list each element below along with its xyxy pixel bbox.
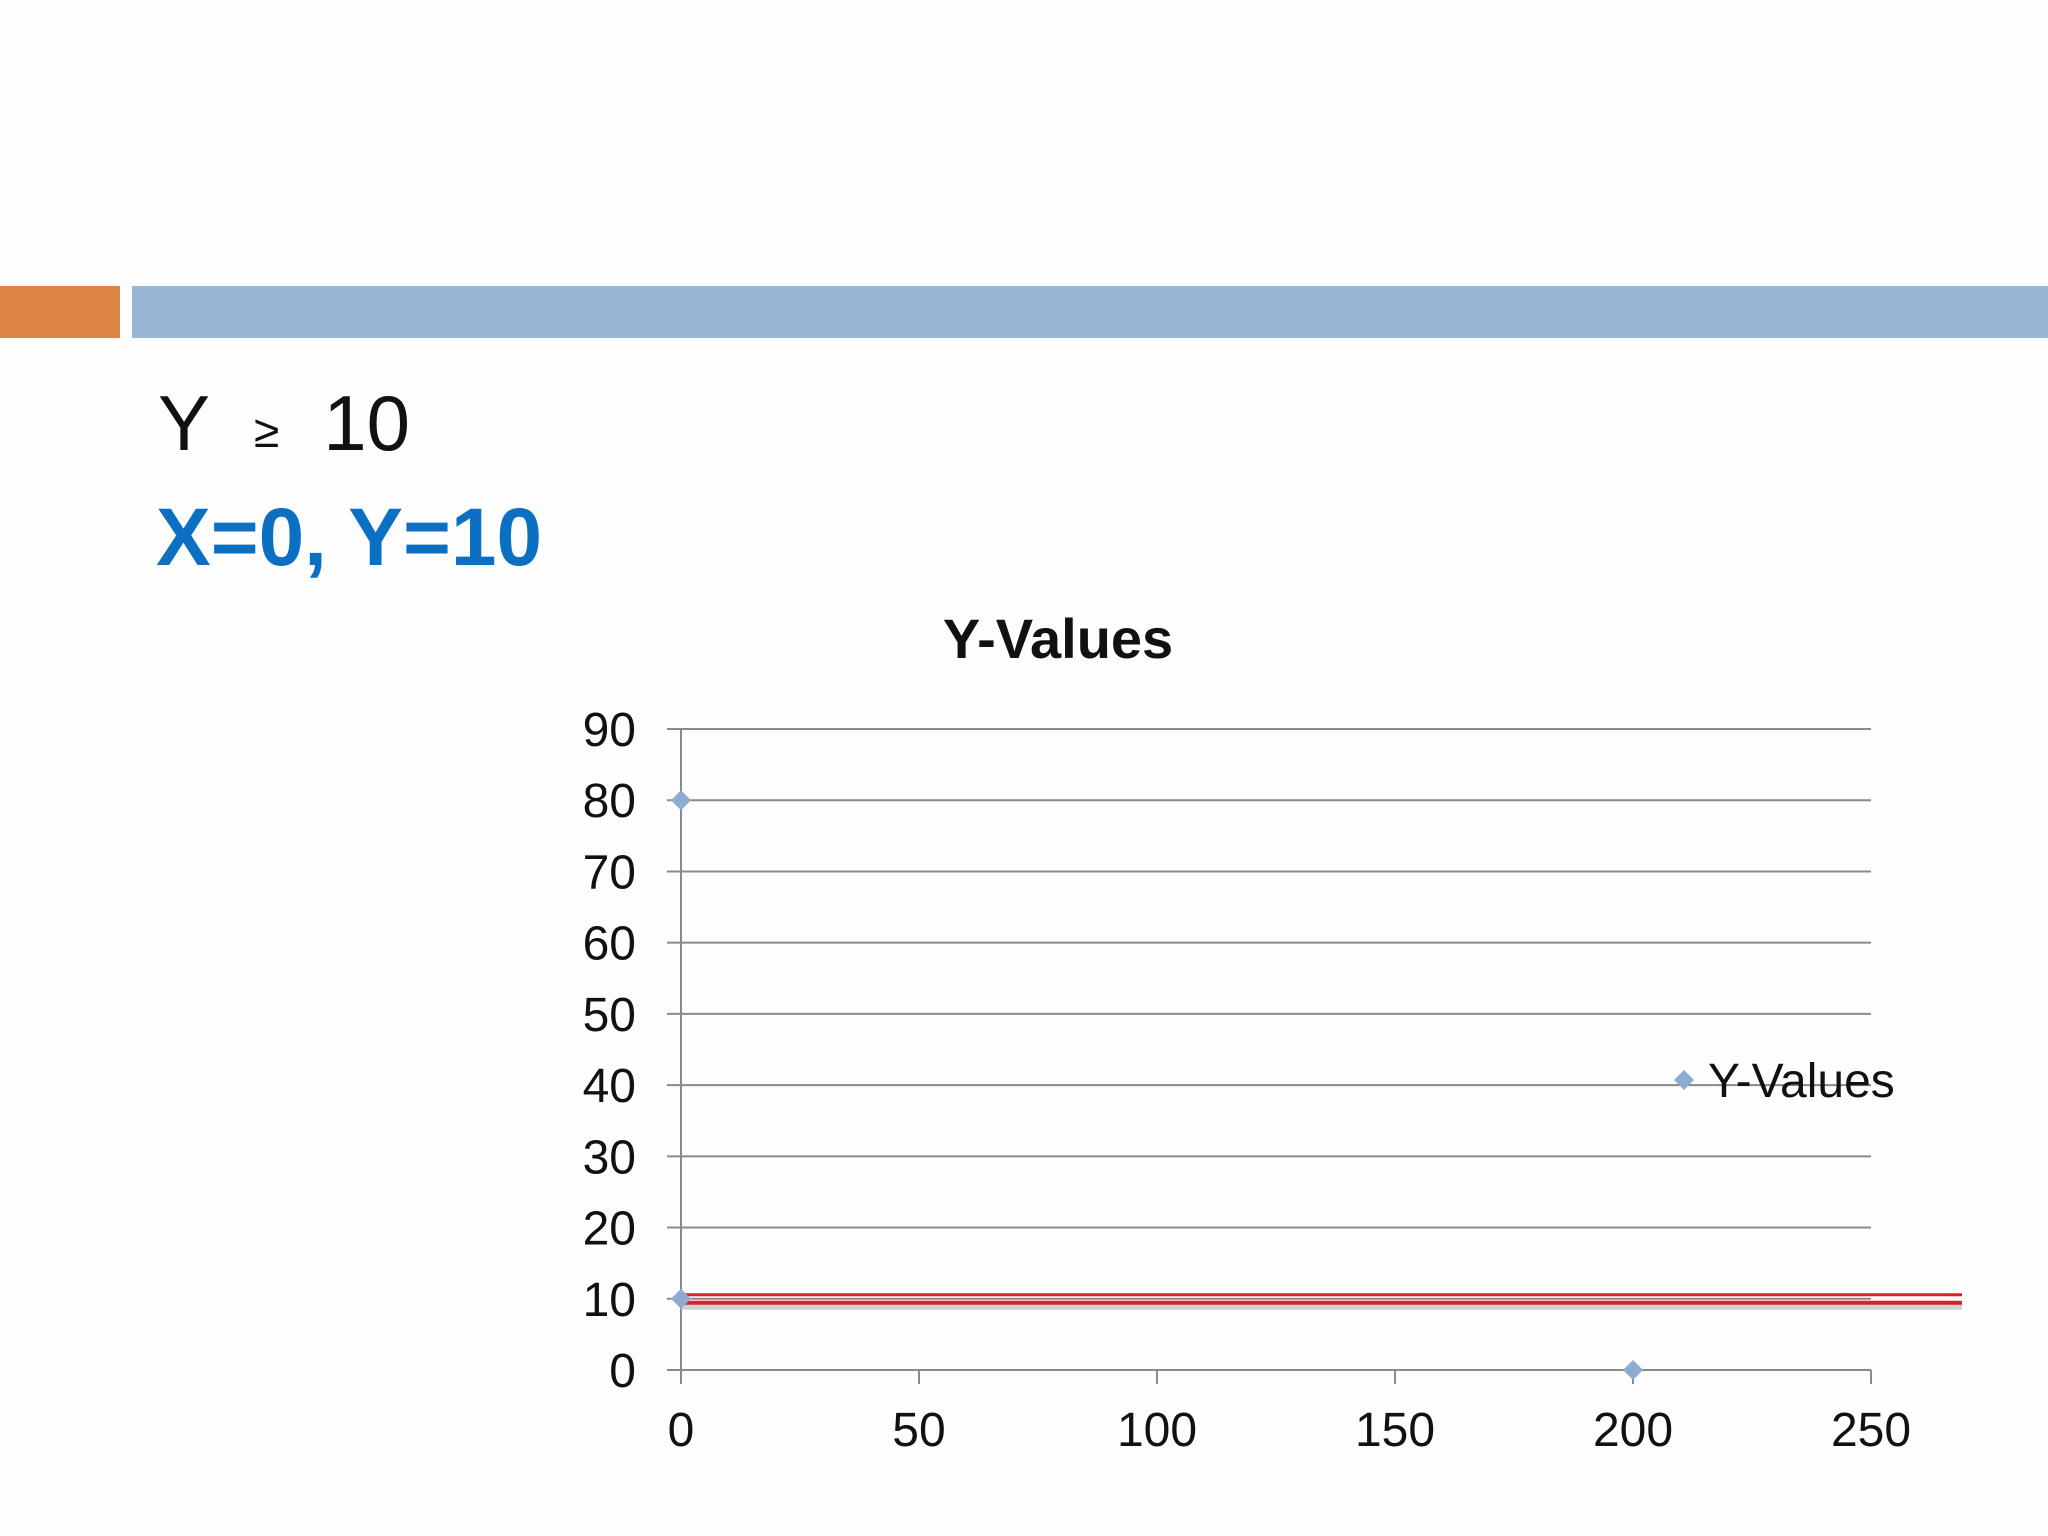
y-tick-label: 30: [583, 1131, 636, 1184]
x-tick-label: 50: [892, 1404, 945, 1457]
data-point: [1623, 1360, 1643, 1380]
x-tick-label: 0: [668, 1404, 695, 1457]
chart-title: Y-Values: [943, 607, 1173, 670]
x-tick-label: 100: [1117, 1404, 1197, 1457]
y-tick-label: 70: [583, 846, 636, 899]
y-tick-label: 50: [583, 989, 636, 1042]
inequality-variable: Y: [158, 379, 211, 467]
legend-label: Y-Values: [1708, 1055, 1895, 1108]
inequality-value: 10: [323, 379, 411, 467]
x-tick-label: 250: [1831, 1404, 1911, 1457]
accent-bar: [0, 286, 120, 338]
x-tick-label: 150: [1355, 1404, 1435, 1457]
y-tick-label: 20: [583, 1203, 636, 1256]
y-tick-label: 90: [583, 704, 636, 757]
y-tick-label: 80: [583, 775, 636, 828]
legend-marker: [1674, 1070, 1694, 1090]
data-point: [671, 790, 691, 811]
inequality-operator: ≥: [254, 405, 280, 457]
header-bar: [132, 286, 2048, 338]
data-point: [671, 1288, 691, 1309]
y-tick-label: 10: [583, 1274, 636, 1327]
x-tick-label: 200: [1593, 1404, 1673, 1457]
inequality-text: Y ≥10: [158, 378, 410, 468]
intercept-point-text: X=0, Y=10: [156, 492, 543, 583]
y-tick-label: 40: [583, 1060, 636, 1113]
y-tick-label: 60: [583, 918, 636, 971]
y-tick-label: 0: [609, 1345, 636, 1398]
